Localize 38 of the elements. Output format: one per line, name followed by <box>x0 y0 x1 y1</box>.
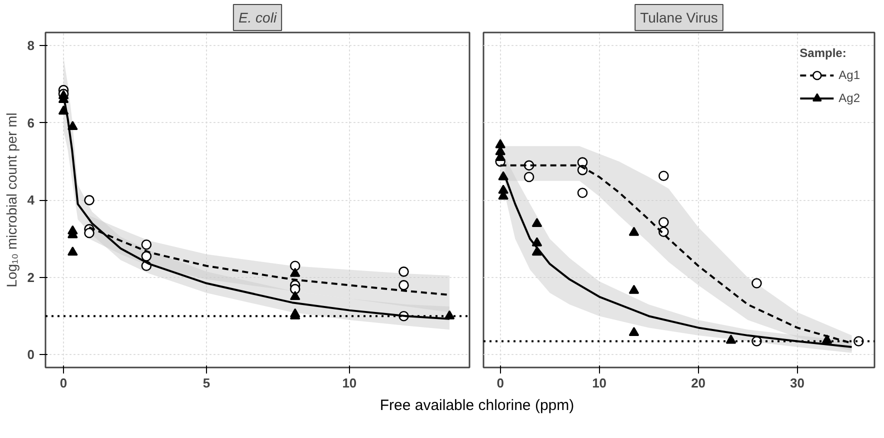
point <box>726 334 736 344</box>
point <box>524 172 534 182</box>
point <box>398 266 409 277</box>
point <box>628 326 640 336</box>
point <box>495 139 506 148</box>
y-tick-label: 6 <box>27 115 35 130</box>
legend-label: Ag2 <box>838 91 860 105</box>
point <box>628 226 640 236</box>
y-axis-title: Log₁₀ microbial count per ml <box>3 112 20 288</box>
x-axis-title: Free available chlorine (ppm) <box>380 396 574 416</box>
point <box>658 217 669 228</box>
point <box>290 268 300 277</box>
x-tick-label: 0 <box>496 376 504 390</box>
point <box>290 290 300 300</box>
legend-label: Ag1 <box>838 68 860 82</box>
legend-title: Sample: <box>800 46 848 60</box>
point <box>532 218 542 228</box>
point <box>752 278 762 288</box>
point <box>141 239 152 250</box>
point <box>84 195 94 206</box>
x-tick-label: 5 <box>202 376 210 390</box>
y-tick-label: 0 <box>27 347 35 362</box>
y-tick-label: 4 <box>27 192 36 208</box>
point <box>290 284 300 294</box>
y-tick-label: 8 <box>27 38 35 54</box>
x-tick-label: 10 <box>342 376 357 390</box>
point <box>398 280 409 290</box>
x-tick-label: 20 <box>691 376 706 390</box>
x-tick-label: 10 <box>592 376 607 390</box>
x-tick-label: 0 <box>60 376 68 390</box>
point <box>498 171 508 180</box>
point <box>84 228 94 238</box>
y-tick-label: 2 <box>27 270 35 285</box>
point <box>628 284 640 294</box>
point <box>68 246 78 256</box>
x-tick-label: 30 <box>790 376 805 390</box>
chart-title: Tulane Virus <box>640 10 718 26</box>
chart-title: E. coli <box>238 10 278 26</box>
